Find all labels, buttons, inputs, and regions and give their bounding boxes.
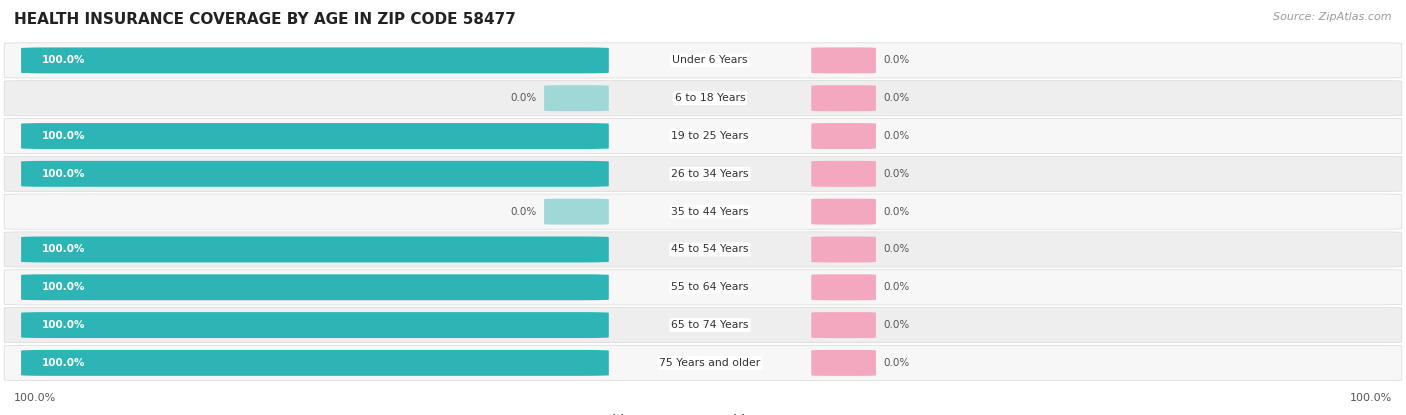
FancyBboxPatch shape [4, 270, 1402, 305]
Text: 0.0%: 0.0% [510, 93, 537, 103]
FancyBboxPatch shape [811, 47, 876, 73]
FancyBboxPatch shape [4, 118, 1402, 154]
Text: 0.0%: 0.0% [510, 207, 537, 217]
FancyBboxPatch shape [811, 161, 876, 187]
Text: 26 to 34 Years: 26 to 34 Years [671, 169, 749, 179]
FancyBboxPatch shape [21, 161, 609, 187]
Text: 19 to 25 Years: 19 to 25 Years [671, 131, 749, 141]
Text: 0.0%: 0.0% [883, 93, 910, 103]
Text: 100.0%: 100.0% [14, 393, 56, 403]
Text: 100.0%: 100.0% [1350, 393, 1392, 403]
Text: 0.0%: 0.0% [883, 320, 910, 330]
Text: 75 Years and older: 75 Years and older [659, 358, 761, 368]
FancyBboxPatch shape [4, 43, 1402, 78]
Text: 0.0%: 0.0% [883, 358, 910, 368]
FancyBboxPatch shape [21, 237, 609, 262]
Text: 0.0%: 0.0% [883, 282, 910, 292]
FancyBboxPatch shape [4, 308, 1402, 343]
Text: 100.0%: 100.0% [42, 320, 86, 330]
Text: 45 to 54 Years: 45 to 54 Years [671, 244, 749, 254]
FancyBboxPatch shape [21, 274, 609, 300]
FancyBboxPatch shape [21, 350, 609, 376]
FancyBboxPatch shape [4, 232, 1402, 267]
FancyBboxPatch shape [811, 312, 876, 338]
FancyBboxPatch shape [544, 199, 609, 225]
Text: HEALTH INSURANCE COVERAGE BY AGE IN ZIP CODE 58477: HEALTH INSURANCE COVERAGE BY AGE IN ZIP … [14, 12, 516, 27]
FancyBboxPatch shape [4, 156, 1402, 191]
FancyBboxPatch shape [811, 123, 876, 149]
FancyBboxPatch shape [811, 274, 876, 300]
Text: 100.0%: 100.0% [42, 131, 86, 141]
Text: 100.0%: 100.0% [42, 282, 86, 292]
Text: 100.0%: 100.0% [42, 358, 86, 368]
Text: 0.0%: 0.0% [883, 244, 910, 254]
FancyBboxPatch shape [4, 81, 1402, 116]
FancyBboxPatch shape [21, 123, 609, 149]
Text: 0.0%: 0.0% [883, 56, 910, 66]
Text: 6 to 18 Years: 6 to 18 Years [675, 93, 745, 103]
Text: 0.0%: 0.0% [883, 207, 910, 217]
Text: 35 to 44 Years: 35 to 44 Years [671, 207, 749, 217]
Text: Under 6 Years: Under 6 Years [672, 56, 748, 66]
FancyBboxPatch shape [21, 312, 609, 338]
Text: 100.0%: 100.0% [42, 56, 86, 66]
Text: 100.0%: 100.0% [42, 244, 86, 254]
FancyBboxPatch shape [811, 237, 876, 262]
FancyBboxPatch shape [21, 47, 609, 73]
FancyBboxPatch shape [4, 345, 1402, 381]
FancyBboxPatch shape [811, 199, 876, 225]
FancyBboxPatch shape [4, 194, 1402, 229]
FancyBboxPatch shape [811, 85, 876, 111]
Text: Source: ZipAtlas.com: Source: ZipAtlas.com [1274, 12, 1392, 22]
Text: 100.0%: 100.0% [42, 169, 86, 179]
Text: 65 to 74 Years: 65 to 74 Years [671, 320, 749, 330]
Text: 0.0%: 0.0% [883, 131, 910, 141]
FancyBboxPatch shape [811, 350, 876, 376]
Text: 55 to 64 Years: 55 to 64 Years [671, 282, 749, 292]
FancyBboxPatch shape [544, 85, 609, 111]
Text: 0.0%: 0.0% [883, 169, 910, 179]
Legend: With Coverage, Without Coverage: With Coverage, Without Coverage [574, 410, 832, 415]
